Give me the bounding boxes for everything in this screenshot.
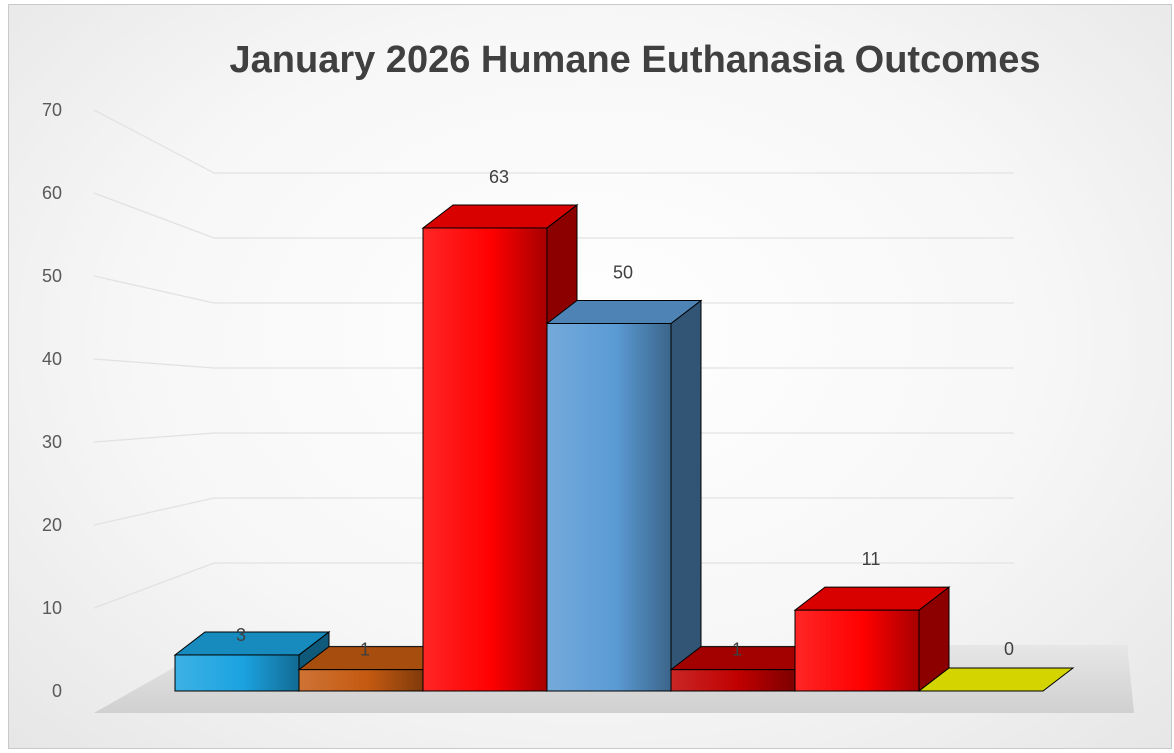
- gridline: [93, 275, 1014, 304]
- bar-top: [917, 667, 1075, 692]
- chart-area: 0 10 20 30 40 50 60 70 3 1 63 50 1 11 0 January 2026 …: [8, 4, 1172, 749]
- gridline: [93, 109, 1014, 174]
- bar-front: [422, 227, 548, 692]
- y-tick-label: 20: [42, 515, 62, 535]
- bar-side: [670, 299, 702, 693]
- bar: [793, 586, 951, 693]
- gridline: [93, 432, 1014, 443]
- gridline: [93, 497, 1014, 526]
- data-label: 63: [489, 167, 509, 187]
- y-tick-label: 60: [42, 183, 62, 203]
- gridline: [93, 562, 1014, 609]
- y-tick-label: 40: [42, 349, 62, 369]
- bar-front: [794, 609, 920, 692]
- gridline: [93, 358, 1014, 369]
- y-axis: 0 10 20 30 40 50 60 70: [42, 100, 62, 701]
- data-label: 1: [732, 640, 742, 660]
- y-tick-label: 30: [42, 432, 62, 452]
- bar-front: [670, 669, 796, 692]
- y-tick-label: 50: [42, 266, 62, 286]
- bar-front: [546, 323, 672, 692]
- bar: [545, 299, 703, 693]
- bar-front: [298, 669, 424, 692]
- gridlines: [93, 109, 1014, 609]
- chart-title: January 2026 Humane Euthanasia Outcomes: [230, 39, 1041, 81]
- data-label: 3: [236, 625, 246, 645]
- data-label: 0: [1004, 639, 1014, 659]
- bars: [173, 203, 1075, 693]
- gridline: [93, 192, 1014, 239]
- y-tick-label: 10: [42, 598, 62, 618]
- data-label: 1: [360, 640, 370, 660]
- data-label: 11: [862, 549, 881, 569]
- data-label: 50: [613, 263, 633, 283]
- bar: [917, 667, 1075, 692]
- y-tick-label: 0: [52, 681, 62, 701]
- bar-front: [174, 654, 300, 692]
- y-tick-label: 70: [42, 100, 62, 120]
